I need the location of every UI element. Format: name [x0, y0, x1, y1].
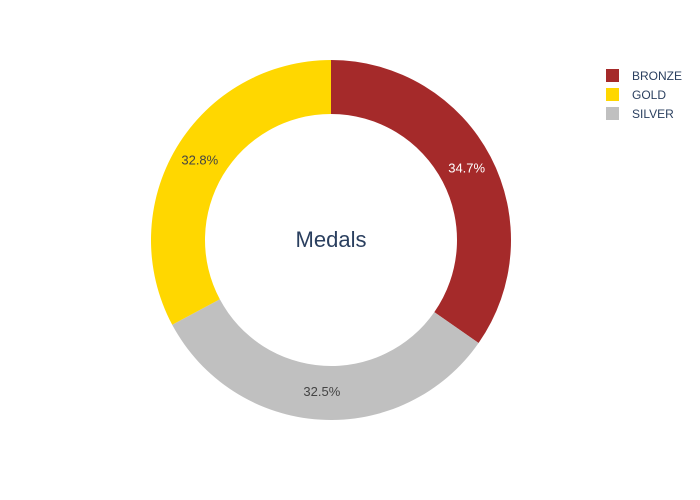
- legend: BRONZE GOLD SILVER: [606, 66, 682, 123]
- legend-item-gold[interactable]: GOLD: [606, 85, 682, 104]
- legend-label-bronze: BRONZE: [632, 68, 683, 83]
- legend-label-gold: GOLD: [632, 87, 667, 102]
- slice-label-gold: 32.8%: [181, 153, 218, 168]
- slice-label-bronze: 34.7%: [448, 161, 485, 176]
- legend-item-bronze[interactable]: BRONZE: [606, 66, 682, 85]
- legend-swatch-bronze: [606, 69, 619, 82]
- slice-labels: 34.7% 32.5% 32.8%: [181, 153, 485, 399]
- slice-bronze[interactable]: [331, 60, 511, 344]
- slice-silver[interactable]: [172, 299, 479, 420]
- legend-swatch-gold: [606, 88, 619, 101]
- donut-center-label: Medals: [296, 227, 367, 252]
- legend-label-silver: SILVER: [632, 106, 674, 121]
- donut-slices: [150, 60, 511, 420]
- slice-gold[interactable]: [150, 60, 331, 325]
- legend-item-silver[interactable]: SILVER: [606, 104, 682, 123]
- slice-label-silver: 32.5%: [303, 384, 340, 399]
- legend-swatch-silver: [606, 107, 619, 120]
